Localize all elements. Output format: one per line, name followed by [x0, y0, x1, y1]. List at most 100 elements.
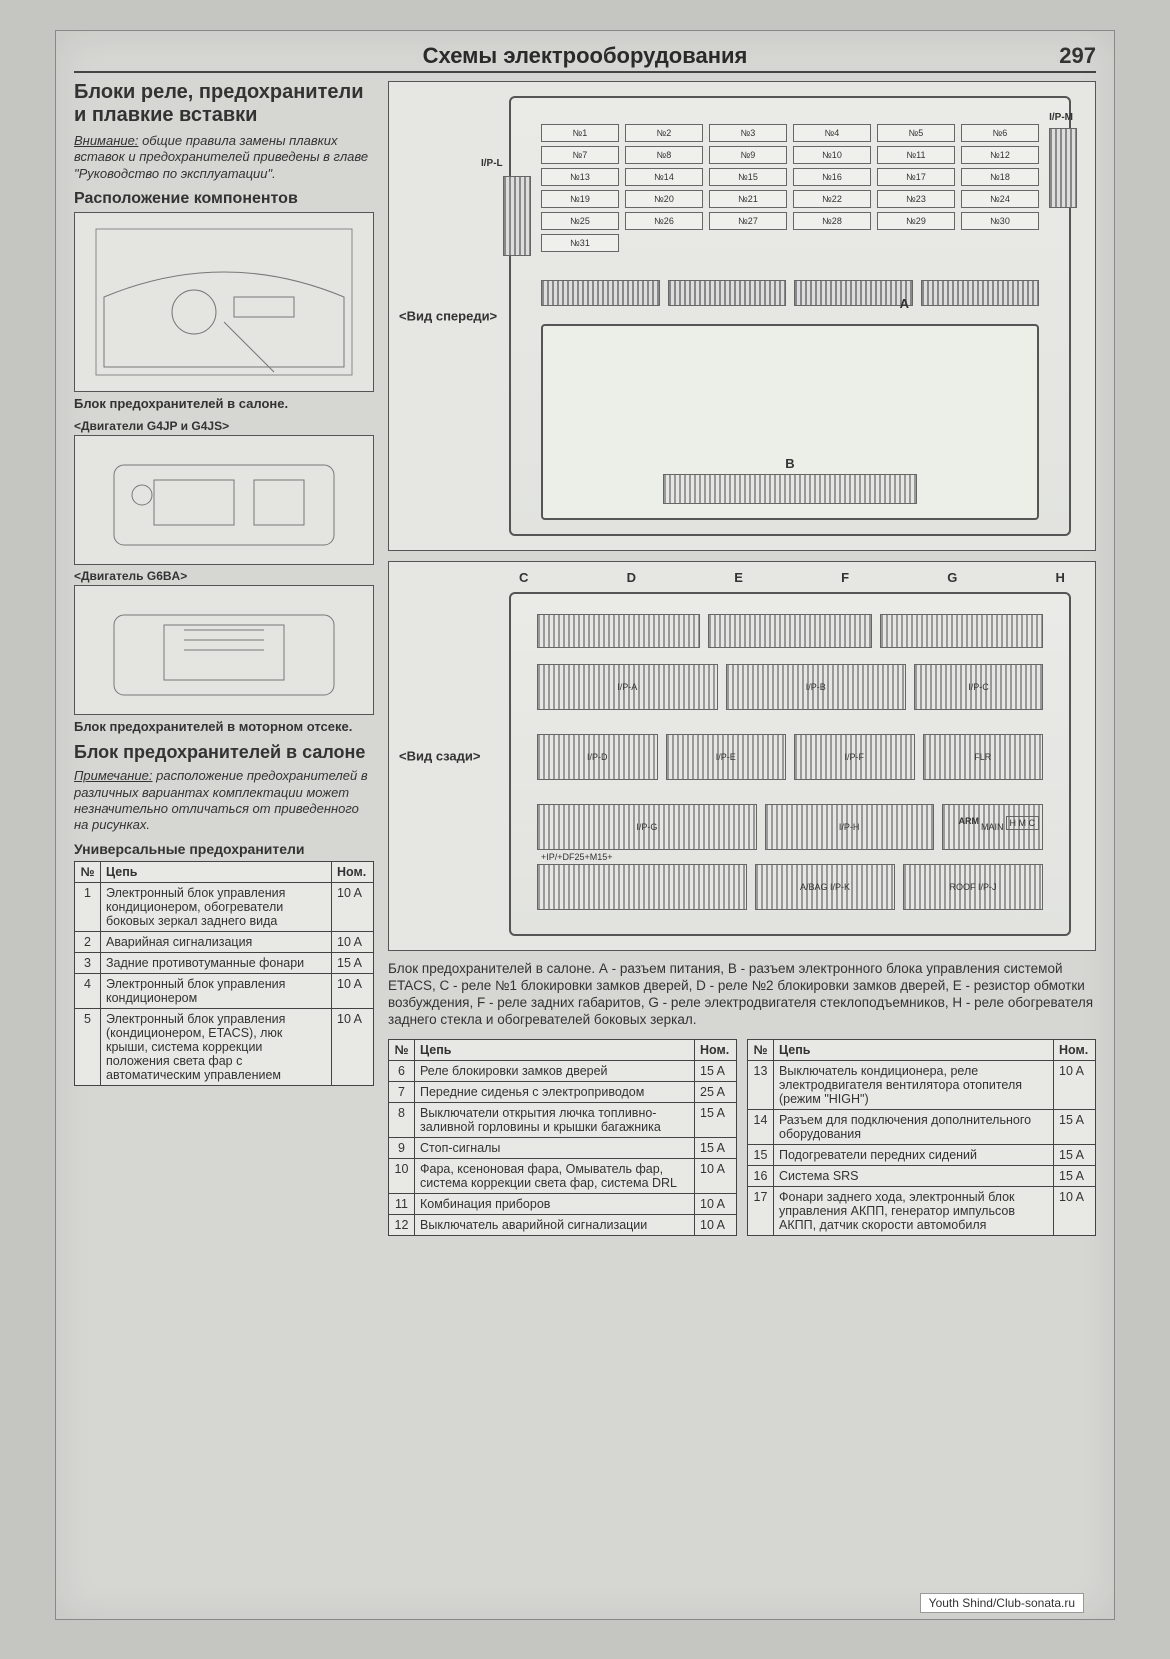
- fusebox-rear-diagram: <Вид сзади> CDEFGH I/P-AI/P-BI/P-C I/P-D…: [388, 561, 1096, 951]
- page-header: Схемы электрооборудования 297: [74, 43, 1096, 73]
- header-title: Схемы электрооборудования: [423, 43, 748, 68]
- table-row: 2Аварийная сигнализация10 A: [75, 932, 374, 953]
- front-view-label: <Вид спереди>: [399, 309, 497, 324]
- caption-interior: Блок предохранителей в салоне.: [74, 396, 374, 411]
- note-label: Примечание:: [74, 768, 152, 783]
- fuse-slot: №30: [961, 212, 1039, 230]
- caption-engine: Блок предохранителей в моторном отсеке.: [74, 719, 374, 734]
- fuse-slot: №1: [541, 124, 619, 142]
- rear-letter: H: [1056, 570, 1065, 585]
- table-row: 17Фонари заднего хода, электронный блок …: [748, 1186, 1096, 1235]
- connector-slot: I/P-H: [765, 804, 934, 850]
- connector-slot: A/BAG I/P-K: [755, 864, 895, 910]
- rear-letter: E: [734, 570, 743, 585]
- relay-box: [537, 614, 700, 648]
- table-row: 3Задние противотуманные фонари15 A: [75, 953, 374, 974]
- right-column: <Вид спереди> I/P-L I/P-M №1№2№3№4№5№6№7…: [388, 81, 1096, 1236]
- warning-note: Внимание: общие правила замены плавких в…: [74, 133, 374, 182]
- table-row: 16Система SRS15 A: [748, 1165, 1096, 1186]
- fuse-grid: №1№2№3№4№5№6№7№8№9№10№11№12№13№14№15№16№…: [541, 124, 1039, 252]
- fuse-slot: №15: [709, 168, 787, 186]
- rear-top-letters: C D E F G H: [519, 570, 1065, 585]
- engine2-sketch: [94, 595, 354, 705]
- table-row: 5Электронный блок управления (кондиционе…: [75, 1009, 374, 1086]
- figure-engine1: [74, 435, 374, 565]
- fuse-slot: №14: [625, 168, 703, 186]
- figure-engine2: [74, 585, 374, 715]
- universal-heading: Универсальные предохранители: [74, 841, 374, 857]
- manual-page: Схемы электрооборудования 297 Блоки реле…: [55, 30, 1115, 1620]
- table-row: 10Фара, ксеноновая фара, Омыватель фар, …: [389, 1158, 737, 1193]
- fuse-slot: №6: [961, 124, 1039, 142]
- fuse-table-3: № Цепь Ном. 13Выключатель кондиционера, …: [747, 1039, 1096, 1236]
- letter-b: B: [785, 456, 794, 471]
- table-row: 7Передние сиденья с электроприводом25 A: [389, 1081, 737, 1102]
- engines1-label: <Двигатели G4JP и G4JS>: [74, 419, 374, 433]
- fuse-slot: №7: [541, 146, 619, 164]
- connector-row-4: A/BAG I/P-KROOF I/P-J: [537, 864, 1043, 910]
- rear-letter: G: [947, 570, 957, 585]
- warning-label: Внимание:: [74, 133, 138, 148]
- connector-slot: I/P-G: [537, 804, 757, 850]
- rear-description: Блок предохранителей в салоне. А - разъе…: [388, 961, 1096, 1029]
- table-row: 13Выключатель кондиционера, реле электро…: [748, 1060, 1096, 1109]
- section-title: Блоки реле, предохранители и плавкие вст…: [74, 81, 374, 127]
- rear-letter: F: [841, 570, 849, 585]
- th-circuit: Цепь: [101, 862, 332, 883]
- engine2-label: <Двигатель G6BA>: [74, 569, 374, 583]
- table-row: 15Подогреватели передних сидений15 A: [748, 1144, 1096, 1165]
- fuse-table-1: № Цепь Ном. 1Электронный блок управления…: [74, 861, 374, 1086]
- fuse-slot: №19: [541, 190, 619, 208]
- fuse-slot: №17: [877, 168, 955, 186]
- fuse-slot: №16: [793, 168, 871, 186]
- connector-slot: I/P-E: [666, 734, 787, 780]
- fuse-slot: №3: [709, 124, 787, 142]
- th-num: №: [75, 862, 101, 883]
- arm-label: ARM: [959, 816, 980, 826]
- conn-note: +IP/+DF25+M15+: [541, 852, 613, 862]
- fuse-slot: №18: [961, 168, 1039, 186]
- connector-slot: I/P-D: [537, 734, 658, 780]
- fuse-slot: №22: [793, 190, 871, 208]
- fuse-slot: №29: [877, 212, 955, 230]
- fuse-slot: №12: [961, 146, 1039, 164]
- letter-a: A: [900, 296, 909, 311]
- fuse-slot: №28: [793, 212, 871, 230]
- interior-heading: Блок предохранителей в салоне: [74, 742, 374, 763]
- connector-row-3: I/P-GI/P-HMAIN: [537, 804, 1043, 850]
- fusebox-front-diagram: <Вид спереди> I/P-L I/P-M №1№2№3№4№5№6№7…: [388, 81, 1096, 551]
- fuse-slot: №27: [709, 212, 787, 230]
- rear-letter: D: [627, 570, 636, 585]
- components-heading: Расположение компонентов: [74, 190, 374, 208]
- fuse-slot: №9: [709, 146, 787, 164]
- relay-box: [880, 614, 1043, 648]
- fuse-slot: №4: [793, 124, 871, 142]
- fuse-slot: №26: [625, 212, 703, 230]
- connector-slot: ROOF I/P-J: [903, 864, 1043, 910]
- table-row: 1Электронный блок управления кондиционер…: [75, 883, 374, 932]
- hmc-label: H M C: [1006, 816, 1040, 830]
- fuse-slot: №24: [961, 190, 1039, 208]
- table-row: 11Комбинация приборов10 A: [389, 1193, 737, 1214]
- fuse-slot: №2: [625, 124, 703, 142]
- page-number: 297: [1059, 43, 1096, 69]
- fuse-tables-row: № Цепь Ном. 6Реле блокировки замков двер…: [388, 1039, 1096, 1236]
- rear-view-label: <Вид сзади>: [399, 749, 480, 764]
- connector-row-2: I/P-DI/P-EI/P-FFLR: [537, 734, 1043, 780]
- fuse-slot: №23: [877, 190, 955, 208]
- fuse-slot: №20: [625, 190, 703, 208]
- fuse-slot: №5: [877, 124, 955, 142]
- table-row: 4Электронный блок управления кондиционер…: [75, 974, 374, 1009]
- connector-slot: FLR: [923, 734, 1044, 780]
- fuse-slot: №25: [541, 212, 619, 230]
- table-row: 14Разъем для подключения дополнительного…: [748, 1109, 1096, 1144]
- rear-letter: C: [519, 570, 528, 585]
- connector-slot: I/P-A: [537, 664, 718, 710]
- table-row: 6Реле блокировки замков дверей15 A: [389, 1060, 737, 1081]
- engine1-sketch: [94, 445, 354, 555]
- figure-dashboard: [74, 212, 374, 392]
- fuse-slot: №10: [793, 146, 871, 164]
- th-rating: Ном.: [332, 862, 374, 883]
- connector-slot: [537, 864, 747, 910]
- lower-panel: B: [541, 324, 1039, 520]
